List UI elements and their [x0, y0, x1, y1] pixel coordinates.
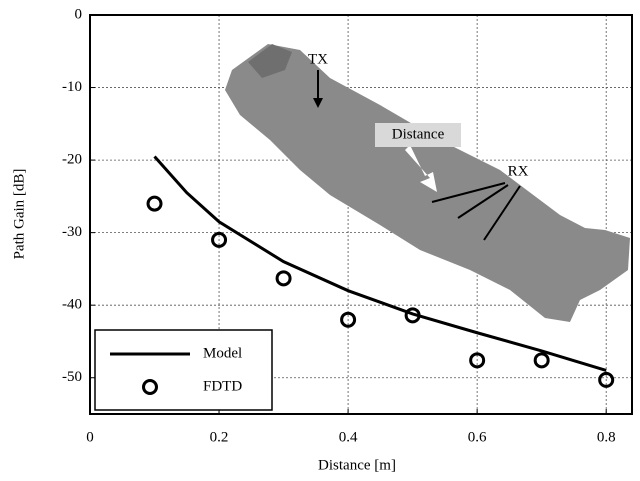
y-tick-label: -30 [62, 224, 82, 240]
model-line [153, 155, 607, 372]
x-tick-label: 0 [86, 429, 94, 445]
head-shape [248, 44, 292, 78]
annotation: Distance [392, 126, 445, 142]
y-tick-label: -40 [62, 297, 82, 313]
fdtd-marker [146, 195, 163, 212]
distance-arrow [405, 145, 437, 192]
y-axis-label: Path Gain [dB] [11, 169, 27, 260]
rx-arrow [457, 184, 509, 219]
fdtd-marker [469, 352, 486, 369]
plot-frame [89, 14, 633, 415]
x-tick-label: 0.6 [468, 429, 487, 445]
tx-arrowhead [313, 98, 323, 108]
fdtd-marker [533, 352, 550, 369]
rx-arrow [431, 182, 506, 203]
y-tick-label: -20 [62, 152, 82, 168]
rx-arrow [483, 185, 521, 241]
legend-label: Model [203, 345, 242, 361]
fdtd-marker [211, 231, 228, 248]
fdtd-marker [404, 307, 421, 324]
y-tick-label: -50 [62, 369, 82, 385]
distance-label-bg [375, 123, 461, 147]
x-tick-label: 0.2 [210, 429, 229, 445]
x-tick-label: 0.8 [597, 429, 616, 445]
legend-marker [142, 379, 158, 395]
x-tick-label: 0.4 [339, 429, 358, 445]
y-tick-label: -10 [62, 79, 82, 95]
annotation: TX [308, 51, 328, 67]
annotation: RX [508, 163, 529, 179]
y-tick-label: 0 [75, 6, 83, 22]
fdtd-marker [598, 371, 615, 388]
fdtd-marker [340, 311, 357, 328]
legend-label: FDTD [203, 378, 242, 394]
fdtd-marker [275, 270, 292, 287]
x-axis-label: Distance [m] [318, 457, 396, 473]
legend-box [94, 329, 273, 411]
body-figure [225, 44, 630, 322]
